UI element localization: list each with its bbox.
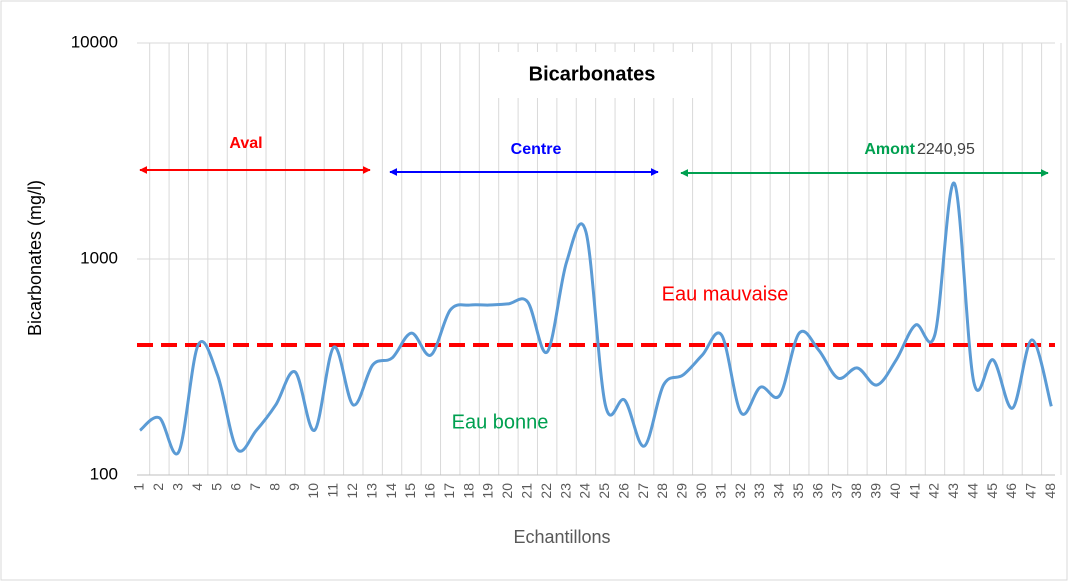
x-tick-label: 43 <box>945 483 961 499</box>
x-tick-label: 28 <box>654 483 670 499</box>
x-tick-label: 18 <box>460 483 476 499</box>
x-tick-label: 48 <box>1042 483 1058 499</box>
data-line <box>139 181 1053 456</box>
x-tick-label: 31 <box>712 483 728 499</box>
x-tick-label: 11 <box>325 483 341 498</box>
value-label: 2240,95 <box>917 141 975 158</box>
bad-label: Eau mauvaise <box>662 283 789 305</box>
x-tick-label: 14 <box>383 483 399 499</box>
x-tick-label: 33 <box>751 483 767 499</box>
y-tick-label: 100 <box>90 464 118 483</box>
x-tick-label: 34 <box>771 483 787 499</box>
x-tick-label: 40 <box>887 483 903 499</box>
x-tick-label: 30 <box>693 483 709 499</box>
x-tick-label: 24 <box>577 483 593 499</box>
good-label: Eau bonne <box>452 411 549 433</box>
x-tick-label: 35 <box>790 483 806 499</box>
x-tick-label: 3 <box>169 483 185 491</box>
x-tick-label: 27 <box>635 483 651 499</box>
x-tick-label: 39 <box>868 483 884 499</box>
x-tick-label: 32 <box>732 483 748 499</box>
y-tick-label: 1000 <box>80 248 118 267</box>
y-tick-label: 10000 <box>71 32 118 51</box>
chart-title: Bicarbonates <box>529 63 656 85</box>
x-tick-label: 26 <box>615 483 631 499</box>
x-tick-label: 6 <box>228 483 244 491</box>
x-tick-label: 9 <box>286 483 302 491</box>
x-tick-label: 25 <box>596 483 612 499</box>
centre-label: Centre <box>511 141 562 158</box>
x-tick-label: 21 <box>518 483 534 499</box>
x-tick-label: 37 <box>829 483 845 499</box>
x-tick-label: 42 <box>926 483 942 499</box>
x-tick-label: 23 <box>557 483 573 499</box>
x-tick-label: 17 <box>441 483 457 499</box>
amont-label: Amont <box>864 141 915 158</box>
x-tick-label: 38 <box>848 483 864 499</box>
x-tick-label: 16 <box>422 483 438 499</box>
x-tick-label: 44 <box>964 483 980 499</box>
x-tick-label: 8 <box>266 483 282 491</box>
x-tick-label: 29 <box>674 483 690 499</box>
x-tick-label: 2 <box>150 483 166 491</box>
x-tick-label: 10 <box>305 483 321 499</box>
x-tick-label: 5 <box>208 483 224 491</box>
x-tick-label: 47 <box>1023 483 1039 499</box>
x-tick-label: 36 <box>809 483 825 499</box>
x-tick-label: 20 <box>499 483 515 499</box>
y-axis-label: Bicarbonates (mg/l) <box>25 180 45 336</box>
x-tick-label: 41 <box>906 483 922 499</box>
x-tick-label: 1 <box>131 483 147 491</box>
x-tick-label: 7 <box>247 483 263 491</box>
x-tick-label: 45 <box>984 483 1000 499</box>
aval-label: Aval <box>229 135 262 152</box>
x-tick-label: 13 <box>363 483 379 499</box>
x-tick-label: 15 <box>402 483 418 499</box>
x-tick-label: 4 <box>189 483 205 491</box>
x-tick-label: 46 <box>1003 483 1019 499</box>
x-tick-label: 22 <box>538 483 554 499</box>
title-box <box>487 52 697 98</box>
x-axis-label: Echantillons <box>513 527 610 547</box>
x-tick-label: 12 <box>344 483 360 499</box>
x-tick-label: 19 <box>480 483 496 499</box>
